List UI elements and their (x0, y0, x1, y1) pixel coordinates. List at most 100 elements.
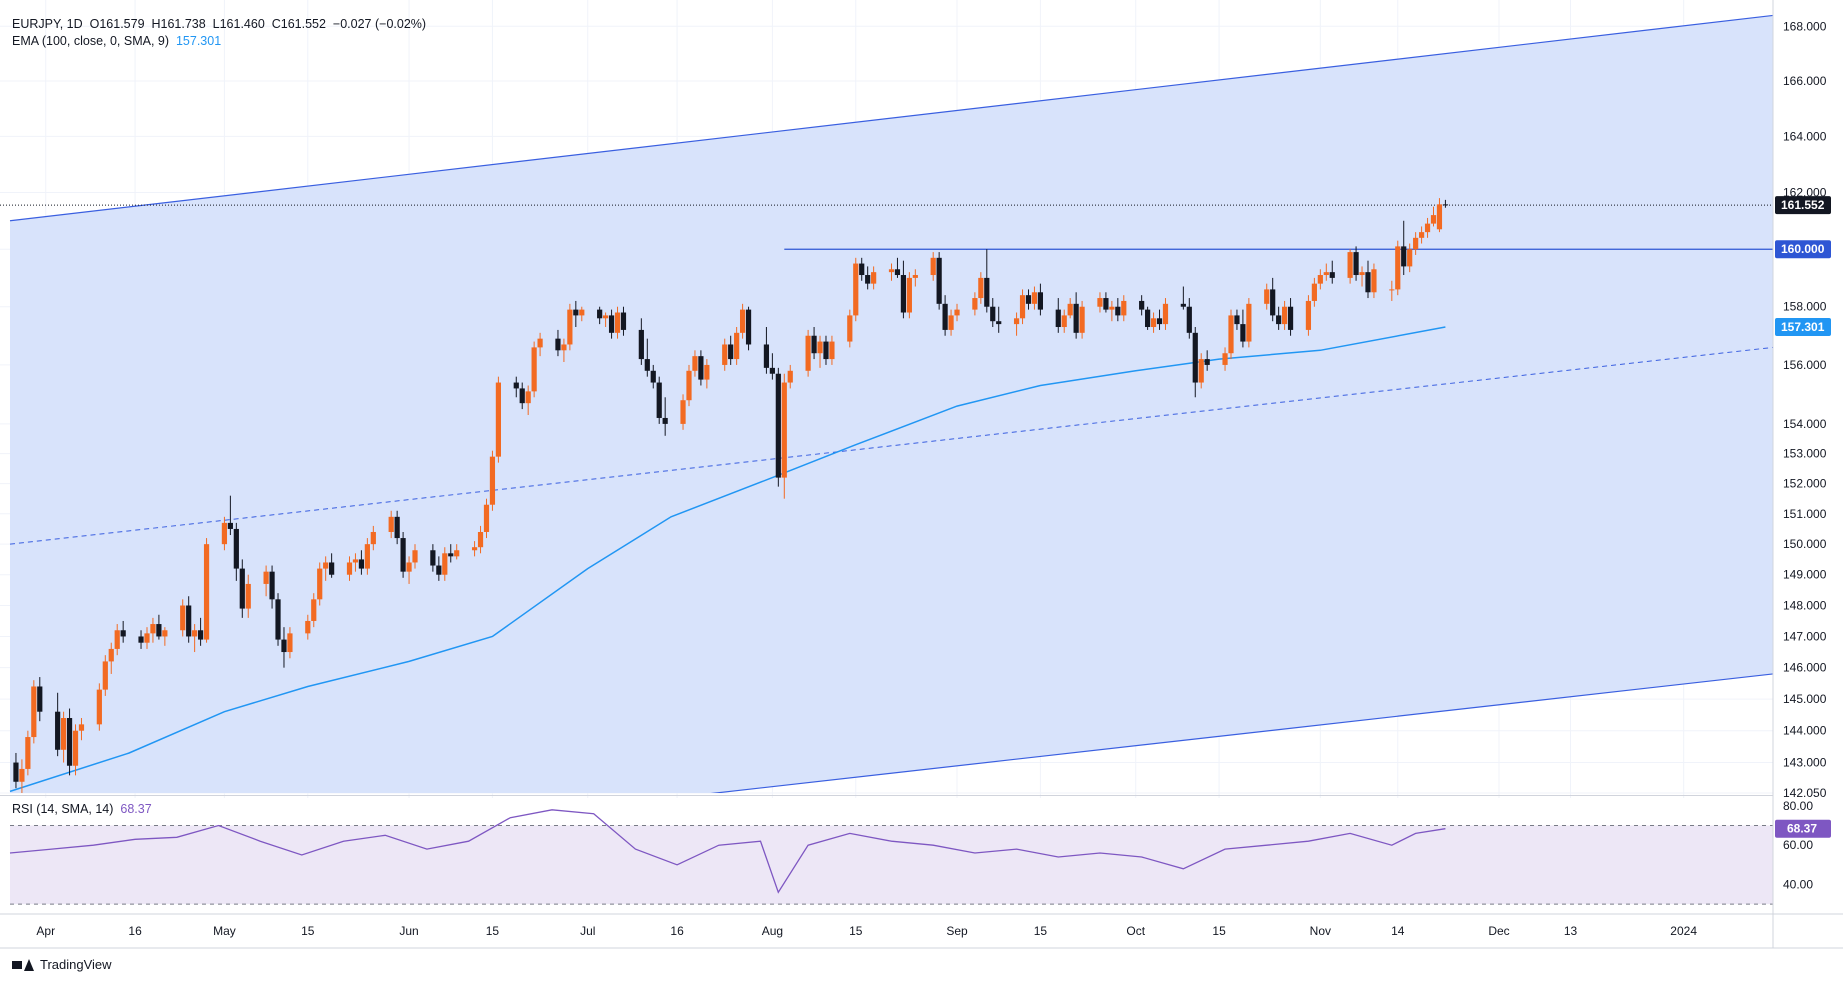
candle-body (352, 559, 359, 563)
candle-down (138, 630, 144, 649)
candle-body (1204, 359, 1210, 365)
candle-down (1442, 199, 1449, 208)
candle-body (769, 367, 775, 374)
candle-down (1401, 220, 1407, 276)
candle-down (1037, 283, 1044, 316)
candle-body (1317, 275, 1323, 284)
candle-body (519, 388, 525, 404)
legend-interval[interactable]: 1D (66, 17, 83, 31)
candle-body (531, 347, 537, 392)
candle-down (197, 617, 204, 646)
candle-body (1073, 303, 1079, 333)
candle-down (239, 559, 245, 618)
candle-body (358, 559, 365, 569)
candle-up (1317, 269, 1323, 290)
regression-channel (9, 14, 1773, 793)
candle-body (150, 624, 156, 634)
candle-up (1109, 300, 1115, 322)
legend-symbol[interactable]: EURJPY (12, 17, 60, 31)
rsi-legend[interactable]: RSI (14, SMA, 14) 68.37 (12, 802, 152, 816)
candle-down (1353, 246, 1359, 281)
candle-body (1305, 300, 1312, 330)
candle-up (1162, 298, 1169, 330)
candle-body (1270, 289, 1276, 316)
price-tag-label: 161.552 (1781, 198, 1825, 212)
candle-body (745, 309, 752, 345)
candle-body (329, 562, 335, 575)
candle-body (936, 257, 942, 304)
candle-up (1407, 243, 1413, 273)
candle-down (811, 327, 817, 360)
candle-body (197, 630, 204, 640)
legend-close: C161.552 (271, 17, 326, 31)
candle-up (1395, 240, 1401, 296)
time-tick-label: Sep (946, 924, 968, 938)
candle-body (1276, 315, 1282, 325)
candle-down (984, 249, 990, 313)
candle-up (948, 309, 954, 336)
candle-body (281, 639, 287, 653)
candle-down (519, 382, 525, 410)
candle-body (78, 724, 85, 731)
candle-down (608, 309, 615, 339)
time-tick-label: May (213, 924, 236, 938)
candle-up (483, 498, 490, 539)
candle-body (323, 562, 329, 569)
candle-body (692, 356, 698, 371)
price-tick-label: 150.000 (1783, 537, 1827, 551)
candle-up (1222, 347, 1228, 371)
channel-mid-line (9, 346, 1773, 545)
candle-body (227, 522, 233, 529)
candle-up (442, 547, 448, 581)
time-tick-label: Aug (762, 924, 783, 938)
candle-body (13, 762, 19, 782)
candle-up (370, 525, 376, 551)
candle-down (1204, 350, 1210, 371)
candle-body (37, 686, 43, 712)
candle-down (1025, 289, 1032, 310)
candle-body (186, 605, 192, 637)
candle-up (72, 724, 79, 776)
price-tag-blue: 160.000 (1775, 240, 1831, 259)
candle-body (597, 309, 603, 319)
candle-up (734, 327, 740, 365)
candle-body (567, 309, 573, 345)
candle-down (37, 677, 43, 722)
tradingview-brand[interactable]: TradingView (12, 957, 112, 972)
candle-down (227, 495, 233, 536)
candle-body (1192, 332, 1198, 383)
candle-up (1371, 263, 1377, 299)
candle-body (317, 568, 323, 600)
candle-up (853, 257, 859, 322)
candle-body (561, 344, 567, 351)
candle-up (888, 263, 895, 281)
time-tick-label: 15 (301, 924, 315, 938)
price-tick-label: 147.000 (1783, 629, 1827, 643)
candle-body (394, 516, 400, 539)
candle-body (734, 332, 740, 360)
candle-body (984, 277, 990, 307)
candle-up (787, 364, 793, 389)
symbol-legend: EURJPY, 1D O161.579 H161.738 L161.460 C1… (12, 17, 427, 31)
candle-body (1222, 353, 1228, 365)
candle-body (311, 599, 317, 621)
time-tick-label: Oct (1126, 924, 1145, 938)
candle-body (817, 341, 823, 354)
candle-up (1347, 249, 1353, 284)
candle-body (233, 528, 239, 569)
candle-down (513, 376, 519, 398)
candle-up (114, 624, 120, 656)
time-tick-label: 16 (128, 924, 142, 938)
candle-down (1287, 298, 1294, 336)
ema-legend[interactable]: EMA (100, close, 0, SMA, 9) 157.301 (12, 34, 221, 48)
candle-body (1389, 289, 1395, 291)
candle-up (311, 593, 317, 628)
candle-body (1240, 324, 1246, 342)
candle-down (650, 364, 656, 389)
candle-body (1246, 303, 1252, 342)
candle-body (1347, 252, 1353, 278)
candle-body (1401, 246, 1407, 267)
candle-up (61, 711, 67, 763)
candle-body (608, 315, 615, 333)
candle-down (430, 544, 436, 572)
